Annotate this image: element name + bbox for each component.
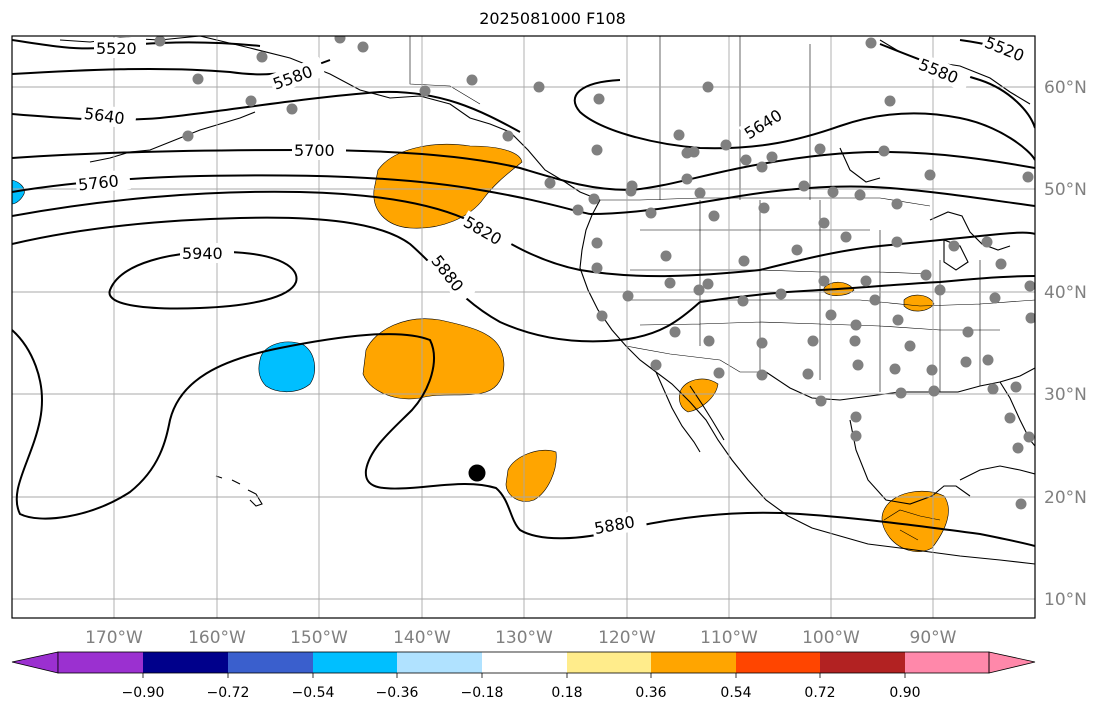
contour-label-5880-south: 5880: [593, 512, 636, 538]
cuba-island: [959, 465, 1035, 481]
contour-5940-closed: [108, 250, 298, 310]
contour-label-5580-west: 5580: [270, 62, 315, 94]
lat-label-40n: 40°N: [1044, 283, 1087, 303]
lon-label-110w: 110°W: [700, 628, 758, 648]
political-boundaries: [409, 36, 1035, 541]
contour-label-5760: 5760: [77, 171, 119, 194]
marked-location-dot: [468, 464, 486, 482]
positive-anomaly-gulf-of-alaska: [373, 143, 523, 229]
aleutian-islands: [89, 111, 256, 163]
lon-label-130w: 130°W: [495, 628, 553, 648]
contour-label-5580-east: 5580: [916, 55, 961, 88]
contour-label-5820: 5820: [460, 212, 505, 249]
alaska-coast: [59, 36, 601, 201]
contour-label-5700: 5700: [294, 141, 335, 160]
hawaiian-islands: [215, 475, 263, 507]
colorbar-tick-5: −0.18: [461, 685, 504, 701]
colorbar: −0.90 −0.72 −0.54 −0.36 −0.18 0.18 0.36 …: [11, 651, 1036, 701]
lon-label-140w: 140°W: [393, 628, 451, 648]
lat-label-50n: 50°N: [1044, 180, 1087, 200]
colorbar-frame: [57, 651, 990, 674]
canada-us-border: [590, 197, 931, 207]
positive-anomaly-central-america: [881, 490, 949, 552]
lon-label-100w: 100°W: [802, 628, 860, 648]
latitude-labels: 60°N 50°N 40°N 30°N 20°N 10°N: [1044, 78, 1087, 610]
gridlines: [12, 36, 1035, 618]
contour-5700-east: [629, 150, 1035, 191]
contour-label-5520-west: 5520: [96, 39, 137, 58]
contour-5820-east: [759, 231, 1035, 271]
contour-5700: [12, 148, 631, 191]
florida-coast: [999, 381, 1035, 447]
positive-anomaly-midwest: [903, 294, 935, 312]
lat-label-20n: 20°N: [1044, 488, 1087, 508]
state-grid: [626, 200, 1035, 392]
lon-label-150w: 150°W: [290, 628, 348, 648]
lon-label-120w: 120°W: [598, 628, 656, 648]
contour-label-5520-east: 5520: [982, 33, 1027, 66]
colorbar-tick-2: −0.72: [207, 685, 250, 701]
lat-label-10n: 10°N: [1044, 590, 1087, 610]
colorbar-tick-9: 0.72: [804, 685, 835, 701]
lon-label-160w: 160°W: [188, 628, 246, 648]
colorbar-tick-8: 0.54: [720, 685, 751, 701]
map-area: 5520 5580 5640 5700 5760 5820 5880 5940 …: [12, 33, 1035, 618]
yucatan-coast: [849, 419, 971, 505]
positive-anomaly-baja: [678, 378, 719, 413]
contour-5580-east: [879, 43, 1035, 129]
contour-5760-east: [589, 185, 1035, 215]
us-mexico-border: [625, 345, 766, 373]
colorbar-tick-6: 0.18: [551, 685, 582, 701]
colorbar-high-extension: [988, 651, 1036, 674]
gulf-of-mexico-coast: [765, 367, 1035, 401]
coastlines: [59, 36, 1035, 565]
lat-label-30n: 30°N: [1044, 385, 1087, 405]
map-frame: [11, 35, 1036, 619]
lon-label-170w: 170°W: [85, 628, 143, 648]
contour-5820: [12, 190, 761, 278]
central-america-borders: [883, 509, 941, 541]
contour-label-5640-east: 5640: [741, 106, 786, 144]
hudson-bay-coast: [839, 147, 881, 183]
contour-5640-east: [573, 79, 1035, 161]
contour-5880-east: [699, 275, 1035, 303]
lon-label-90w: 90°W: [910, 628, 957, 648]
station-markers: [154, 36, 1035, 510]
colorbar-tick-10: 0.90: [889, 685, 920, 701]
longitude-labels: 170°W 160°W 150°W 140°W 130°W 120°W 110°…: [85, 628, 957, 648]
contour-label-5640-west: 5640: [83, 104, 126, 128]
negative-anomaly-hawaii-north: [258, 341, 315, 393]
baja-peninsula: [655, 371, 725, 453]
map-title: 2025081000 F108: [479, 9, 626, 28]
colorbar-low-extension: [11, 651, 59, 674]
colorbar-tick-7: 0.36: [635, 685, 666, 701]
alaska-canada-border: [409, 36, 481, 105]
north-america-west-coast: [579, 199, 1035, 565]
positive-anomaly-subtropical: [505, 450, 557, 502]
contour-label-5940: 5940: [182, 244, 223, 263]
colorbar-tick-1: −0.90: [122, 685, 165, 701]
contour-5880: [12, 216, 701, 343]
anomaly-fills: [12, 143, 949, 552]
contour-5880-south: [12, 329, 1035, 547]
colorbar-tick-3: −0.54: [292, 685, 335, 701]
lat-label-60n: 60°N: [1044, 78, 1087, 98]
colorbar-tick-4: −0.36: [376, 685, 419, 701]
